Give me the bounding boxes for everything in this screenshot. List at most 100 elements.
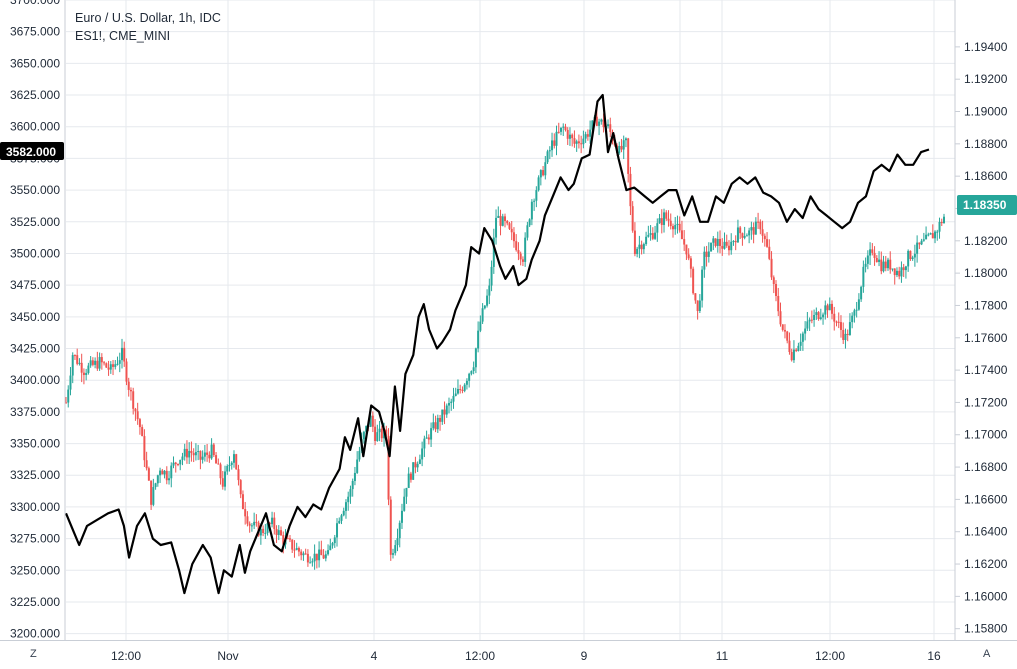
candle-body [241, 494, 244, 510]
candle-body [880, 259, 883, 272]
candle-body [647, 234, 650, 237]
candle-body [786, 331, 789, 341]
candle-body [163, 470, 166, 475]
candle-body [517, 250, 520, 254]
candle-body [445, 405, 448, 415]
right-tick-label: 1.16400 [964, 525, 1008, 539]
candle-body [468, 373, 471, 381]
candle-body [338, 520, 341, 524]
candle-body [869, 249, 872, 256]
candle-body [584, 134, 587, 139]
candle-body [732, 240, 735, 242]
corner-right-button[interactable]: A [983, 648, 991, 660]
candle-body [421, 448, 424, 460]
candle-body [472, 367, 475, 372]
candle-body [403, 496, 406, 511]
candle-body [777, 295, 780, 312]
corner-left-button[interactable]: Z [30, 648, 37, 660]
candle-body [799, 341, 802, 346]
candle-body [934, 231, 937, 239]
candle-body [495, 217, 498, 238]
candle-body [671, 226, 674, 230]
candle-body [846, 333, 849, 335]
candle-body [324, 554, 327, 559]
candle-body [665, 212, 668, 219]
candle-body [680, 230, 683, 240]
candle-body [710, 242, 713, 252]
candle-body [499, 215, 502, 226]
right-price-tag-label: 1.18350 [963, 198, 1007, 212]
candle-body [891, 268, 894, 270]
horizontal-gridlines [66, 0, 955, 635]
candle-body [322, 555, 325, 559]
candle-body [380, 428, 383, 439]
candle-body [181, 456, 184, 460]
candle-body [804, 328, 807, 334]
candle-body [349, 489, 352, 497]
legend-main-series[interactable]: Euro / U.S. Dollar, 1h, IDC [75, 11, 221, 25]
candle-body [392, 553, 395, 555]
candle-body [217, 463, 220, 465]
candle-body [506, 220, 509, 224]
candle-body [176, 464, 179, 466]
candle-body [461, 389, 464, 391]
candle-body [259, 528, 262, 536]
candle-body [736, 227, 739, 243]
candle-body [100, 357, 103, 363]
candle-body [300, 551, 303, 556]
candle-body [492, 237, 495, 267]
right-tick-label: 1.16200 [964, 557, 1008, 571]
candle-body [837, 321, 840, 323]
candle-body [304, 553, 307, 555]
candle-body [327, 550, 330, 555]
candle-body [656, 223, 659, 233]
candle-body [215, 455, 218, 464]
candle-body [288, 538, 291, 540]
legend-overlay-series[interactable]: ES1!, CME_MINI [75, 29, 170, 43]
right-tick-label: 1.19000 [964, 105, 1008, 119]
left-tick-label: 3525.000 [10, 215, 60, 229]
candle-body [333, 537, 336, 544]
candle-body [831, 303, 834, 314]
candle-body [636, 248, 639, 255]
candle-body [931, 233, 934, 239]
candle-body [418, 459, 421, 464]
corner-left-label[interactable]: Z [30, 648, 37, 660]
candle-body [739, 227, 742, 234]
candle-body [562, 126, 565, 128]
candle-body [306, 553, 309, 563]
candle-body [649, 233, 652, 235]
candle-body [376, 432, 379, 441]
left-tick-label: 3450.000 [10, 310, 60, 324]
candle-body [900, 267, 903, 277]
candle-body [676, 223, 679, 225]
candle-body [138, 419, 141, 428]
candle-body [347, 496, 350, 503]
candle-body [842, 329, 845, 340]
right-tick-label: 1.16800 [964, 460, 1008, 474]
left-tick-label: 3200.000 [10, 627, 60, 641]
candle-body [450, 401, 453, 404]
candle-body [197, 451, 200, 453]
candle-body [806, 321, 809, 329]
candle-body [586, 134, 589, 137]
candle-body [159, 470, 162, 476]
candle-body [907, 250, 910, 267]
left-tick-label: 3550.000 [10, 183, 60, 197]
candle-body [707, 251, 710, 257]
candle-body [620, 145, 623, 150]
candle-body [566, 130, 569, 139]
candle-body [127, 381, 130, 390]
corner-right-label[interactable]: A [983, 648, 991, 660]
candle-body [683, 239, 686, 245]
left-tick-label: 3375.000 [10, 405, 60, 419]
candle-body [685, 244, 688, 255]
candle-body [311, 561, 314, 563]
candle-body [553, 140, 556, 146]
candle-body [743, 236, 746, 238]
candle-body [136, 411, 139, 420]
candle-body [582, 138, 585, 145]
x-tick-label: Nov [217, 649, 238, 663]
candle-body [203, 452, 206, 457]
left-tick-label: 3300.000 [10, 500, 60, 514]
